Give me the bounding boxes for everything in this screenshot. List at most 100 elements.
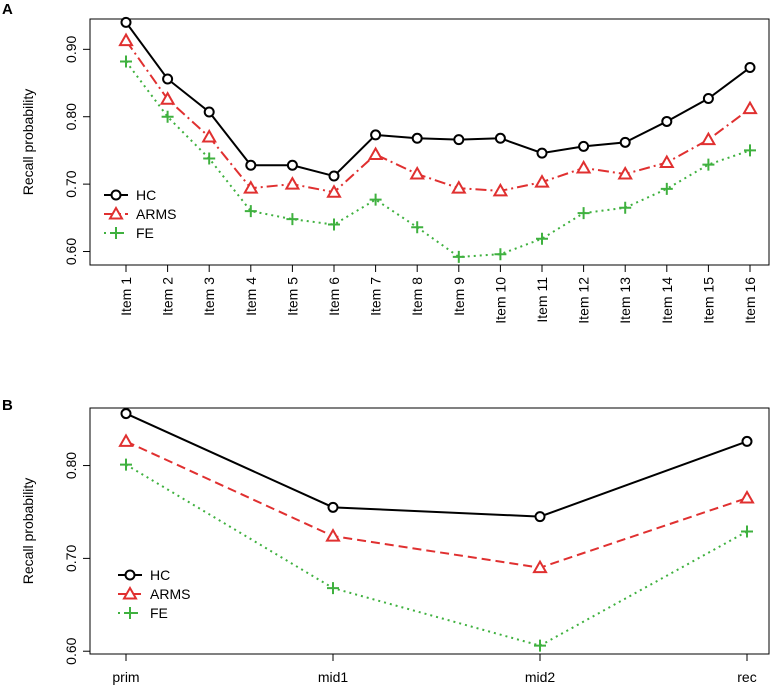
- data-point-fe: [744, 144, 756, 157]
- data-point-arms: [534, 174, 550, 188]
- data-point-fe: [494, 248, 507, 261]
- data-point-hc: [328, 170, 340, 182]
- data-point-fe: [452, 250, 465, 263]
- data-point-fe: [286, 213, 299, 226]
- data-point-fe: [534, 639, 546, 652]
- data-point-arms: [201, 128, 217, 143]
- data-point-fe: [536, 232, 548, 245]
- data-point-hc: [286, 159, 298, 171]
- data-point-arms: [325, 528, 341, 542]
- panel-b-plot-frame: [89, 407, 770, 655]
- y-tick-label: 0.70: [63, 170, 79, 197]
- panel-b-y-axis-title: Recall probability: [20, 478, 36, 585]
- data-point-fe: [411, 221, 424, 234]
- panel-a-legend: HC ARMS FE: [104, 187, 176, 241]
- y-tick-label: 0.90: [63, 35, 79, 62]
- x-tick-label: Item 15: [700, 277, 716, 324]
- legend-marker-arms: [108, 205, 124, 220]
- data-point-arms: [700, 131, 717, 146]
- data-point-arms: [367, 146, 384, 160]
- legend-marker-hc: [124, 569, 136, 581]
- y-tick-label: 0.80: [63, 452, 79, 479]
- data-point-fe: [328, 218, 340, 231]
- legend-label-fe: FE: [150, 605, 168, 621]
- data-point-hc: [411, 132, 423, 144]
- data-point-fe: [203, 152, 216, 165]
- data-point-hc: [661, 115, 673, 127]
- data-point-fe: [120, 458, 132, 471]
- data-point-hc: [203, 106, 215, 118]
- data-point-hc: [327, 501, 339, 513]
- legend-label-hc: HC: [136, 187, 156, 203]
- panel-b-legend: HC ARMS FE: [118, 567, 190, 621]
- data-point-fe: [660, 182, 673, 195]
- data-point-arms: [739, 490, 755, 504]
- data-point-hc: [534, 511, 546, 523]
- panel-b-y-axis: 0.60 0.70 0.80: [63, 452, 90, 665]
- data-point-arms: [492, 182, 509, 197]
- x-tick-label: mid2: [525, 669, 556, 685]
- x-tick-label: rec: [737, 669, 756, 685]
- data-point-hc: [744, 62, 756, 74]
- data-point-hc: [619, 136, 631, 148]
- panel-a-y-axis-title: Recall probability: [20, 89, 36, 196]
- data-point-hc: [494, 132, 506, 144]
- x-tick-label: Item 2: [160, 277, 176, 316]
- data-point-hc: [370, 129, 382, 141]
- series-line-hc: [125, 21, 751, 178]
- data-point-arms: [451, 180, 467, 194]
- data-point-fe: [327, 582, 339, 595]
- data-point-arms: [118, 433, 134, 447]
- data-point-hc: [120, 408, 132, 420]
- y-tick-label: 0.80: [63, 103, 79, 130]
- data-point-arms: [159, 91, 176, 105]
- data-point-fe: [244, 205, 257, 218]
- x-tick-label: Item 11: [534, 277, 550, 323]
- data-point-fe: [577, 207, 590, 220]
- data-point-arms: [284, 176, 301, 190]
- x-tick-label: Item 10: [492, 277, 508, 324]
- data-point-fe: [161, 110, 174, 123]
- data-point-hc: [120, 16, 132, 28]
- x-tick-label: mid1: [318, 669, 349, 685]
- x-tick-label: Item 7: [368, 277, 384, 316]
- y-tick-label: 0.60: [63, 238, 79, 265]
- x-tick-label: Item 1: [118, 277, 134, 316]
- x-tick-label: Item 6: [326, 277, 342, 316]
- data-point-hc: [536, 147, 548, 159]
- panel-a-y-axis: 0.60 0.70 0.80 0.90: [63, 35, 90, 265]
- legend-label-arms: ARMS: [150, 586, 190, 602]
- data-point-hc: [578, 140, 590, 152]
- data-point-arms: [326, 184, 342, 198]
- panel-b-x-axis: prim mid1 mid2 rec: [112, 654, 757, 685]
- data-point-arms: [409, 165, 425, 180]
- panel-b-series: [118, 408, 755, 652]
- data-point-fe: [369, 193, 382, 206]
- x-tick-label: Item 4: [243, 277, 259, 316]
- panel-a-x-axis: Item 1 Item 2 Item 3 Item 4 Item 5 Item 6 Item…: [118, 265, 758, 324]
- panel-a-label: A: [2, 1, 13, 18]
- data-point-hc: [453, 134, 465, 146]
- x-tick-label: Item 3: [201, 277, 217, 316]
- x-tick-label: Item 13: [617, 277, 633, 324]
- legend-label-arms: ARMS: [136, 206, 176, 222]
- series-line-arms: [125, 440, 748, 569]
- data-point-hc: [245, 159, 257, 171]
- panel-a-plot-frame: [89, 18, 770, 266]
- legend-label-hc: HC: [150, 567, 170, 583]
- series-line-hc: [125, 412, 748, 518]
- x-tick-label: Item 14: [659, 277, 675, 324]
- data-point-arms: [659, 154, 675, 169]
- series-line-arms: [125, 39, 751, 194]
- x-tick-label: Item 8: [409, 277, 425, 316]
- x-tick-label: prim: [112, 669, 139, 685]
- data-point-arms: [575, 159, 592, 174]
- x-tick-label: Item 16: [742, 277, 758, 324]
- data-point-arms: [118, 32, 134, 47]
- y-tick-label: 0.70: [63, 545, 79, 572]
- data-point-arms: [243, 180, 259, 194]
- x-tick-label: Item 9: [451, 277, 467, 316]
- legend-marker-fe: [110, 227, 122, 239]
- panel-b-label: B: [2, 397, 13, 414]
